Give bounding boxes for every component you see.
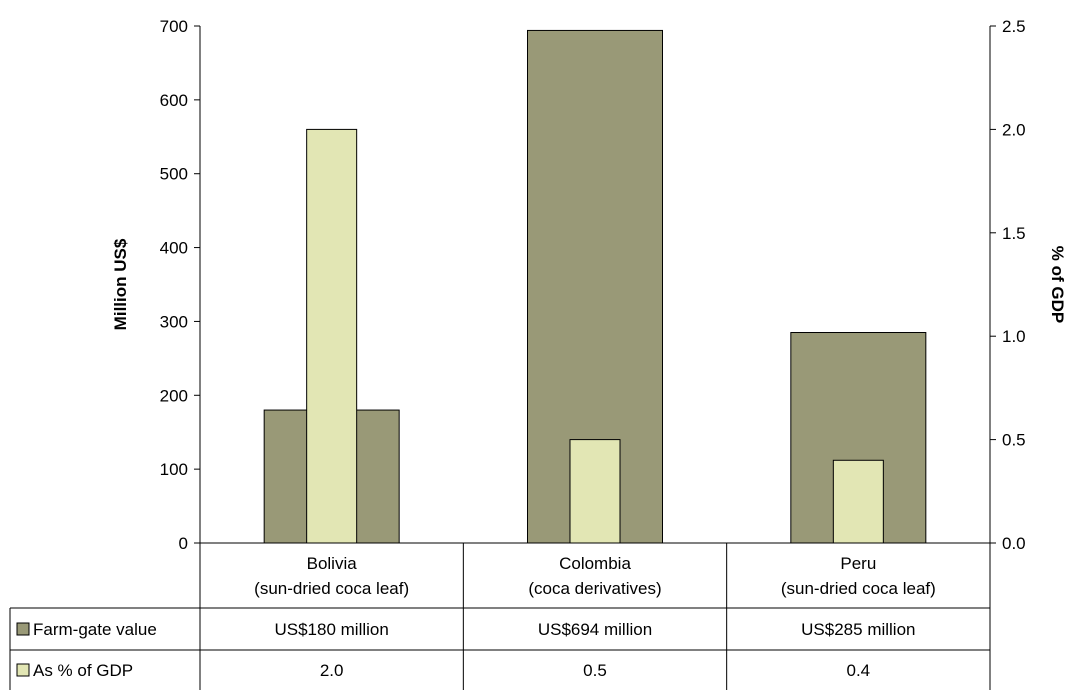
category-label: Bolivia [307,554,358,573]
left-tick-label: 200 [160,386,188,405]
table-cell: 0.4 [847,661,871,680]
left-tick-label: 600 [160,91,188,110]
legend-label: Farm-gate value [33,620,157,639]
left-tick-label: 500 [160,165,188,184]
left-tick-label: 700 [160,17,188,36]
left-tick-label: 100 [160,460,188,479]
left-tick-label: 0 [179,534,188,553]
left-axis-title: Million US$ [111,238,130,330]
right-tick-label: 2.0 [1002,120,1026,139]
legend-key [16,622,30,636]
right-tick-label: 1.0 [1002,327,1026,346]
table-cell: 0.5 [583,661,607,680]
left-tick-label: 400 [160,239,188,258]
bar-as-percent-of-gdp [306,128,358,544]
table-cell: US$285 million [801,620,915,639]
right-tick-label: 0.5 [1002,431,1026,450]
right-tick-label: 0.0 [1002,534,1026,553]
left-tick-label: 300 [160,312,188,331]
category-sublabel: (sun-dried coca leaf) [254,579,409,598]
bar-as-percent-of-gdp [569,439,621,544]
category-sublabel: (sun-dried coca leaf) [781,579,936,598]
table-cell: 2.0 [320,661,344,680]
legend-label: As % of GDP [33,661,133,680]
table-cell: US$694 million [538,620,652,639]
right-axis-title: % of GDP [1048,246,1067,323]
category-label: Colombia [559,554,631,573]
legend-key [16,663,30,677]
right-tick-label: 2.5 [1002,17,1026,36]
bar-as-percent-of-gdp [832,459,884,544]
table-cell: US$180 million [274,620,388,639]
right-tick-label: 1.5 [1002,224,1026,243]
category-label: Peru [840,554,876,573]
category-sublabel: (coca derivatives) [528,579,661,598]
